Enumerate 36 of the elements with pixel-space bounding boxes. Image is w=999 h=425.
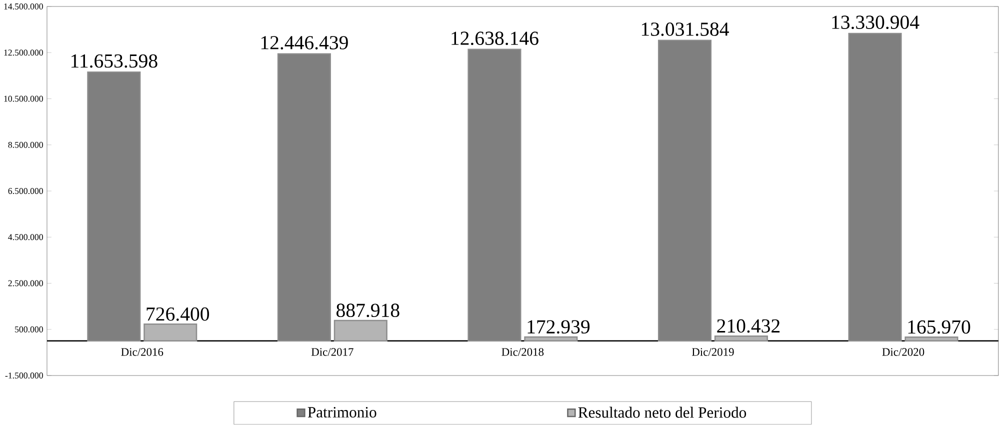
legend-label: Resultado neto del Periodo (578, 406, 746, 418)
bar (87, 72, 141, 342)
bar (277, 53, 331, 342)
x-tick-label: Dic/2017 (311, 348, 354, 356)
bar (848, 33, 902, 342)
y-tick-label: 14.500.000 (4, 4, 43, 10)
x-tick-label: Dic/2019 (692, 348, 734, 356)
y-tick-label: -1.500.000 (5, 372, 43, 379)
data-label: 13.031.584 (642, 22, 729, 36)
bar (904, 336, 958, 342)
data-label: 12.446.439 (261, 36, 348, 50)
bar (334, 320, 388, 342)
y-tick-label: 4.500.000 (8, 234, 43, 240)
data-label: 13.330.904 (832, 16, 920, 30)
y-tick-label: 10.500.000 (4, 96, 43, 102)
bar (468, 48, 522, 342)
data-label: 11.653.598 (71, 54, 158, 68)
bar (144, 324, 198, 342)
x-tick-label: Dic/2016 (121, 348, 164, 356)
bar (524, 336, 578, 342)
y-tick-label: 6.500.000 (8, 188, 43, 194)
y-tick-label: 500.000 (15, 326, 43, 333)
data-label: 12.638.146 (452, 32, 538, 46)
data-label: 210.432 (717, 319, 780, 333)
data-label: 726.400 (146, 308, 210, 322)
y-tick-label: 12.500.000 (4, 50, 43, 56)
data-label: 887.918 (336, 304, 400, 318)
x-tick-label: Dic/2018 (502, 348, 544, 356)
legend-label: Patrimonio (308, 407, 376, 418)
x-tick-label: Dic/2020 (882, 348, 924, 356)
y-tick-label: 2.500.000 (8, 280, 43, 286)
data-label: 172.939 (528, 320, 590, 334)
bar (658, 40, 712, 342)
data-label: 165.970 (908, 320, 970, 334)
bar (714, 336, 768, 342)
y-tick-label: 8.500.000 (8, 142, 43, 148)
